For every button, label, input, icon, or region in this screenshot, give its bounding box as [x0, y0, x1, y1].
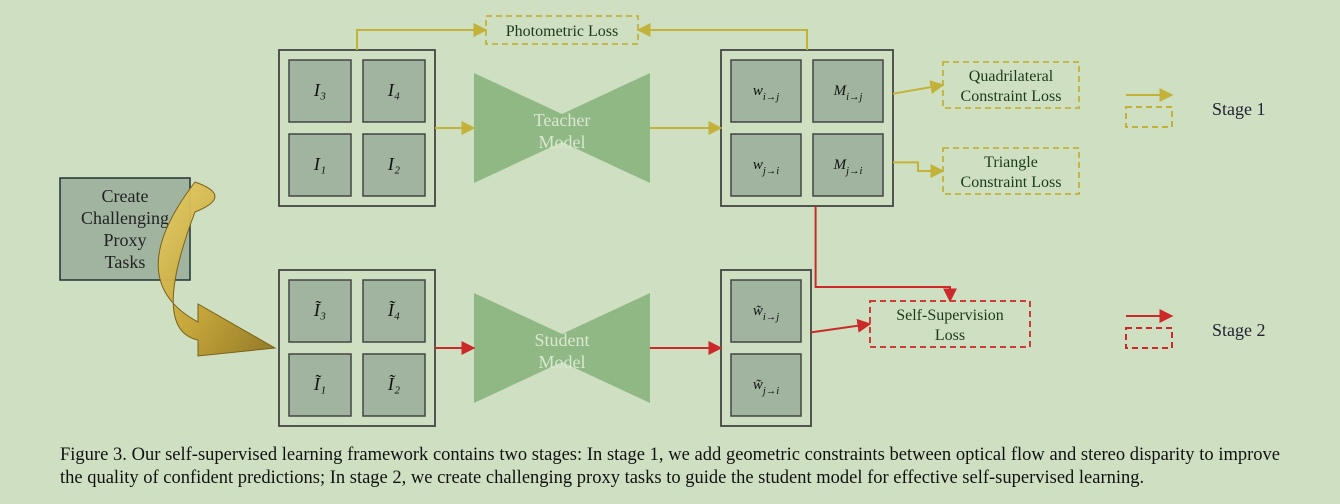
svg-text:Ĩ₃: Ĩ₃	[313, 300, 326, 320]
svg-text:I₃: I₃	[313, 80, 326, 100]
svg-text:Self-Supervision: Self-Supervision	[896, 307, 1004, 324]
svg-text:Ĩ₂: Ĩ₂	[387, 374, 400, 394]
figure-caption: Figure 3. Our self-supervised learning f…	[60, 444, 1280, 504]
legend-label: Stage 1	[1212, 99, 1266, 119]
svg-text:Ĩ₄: Ĩ₄	[387, 300, 400, 320]
svg-text:I₄: I₄	[387, 80, 400, 100]
svg-text:Teacher: Teacher	[534, 110, 591, 130]
svg-text:Model: Model	[539, 132, 586, 152]
svg-text:Quadrilateral: Quadrilateral	[969, 68, 1054, 85]
svg-text:Constraint Loss: Constraint Loss	[961, 88, 1062, 105]
proxy-tasks-text: Tasks	[105, 252, 146, 272]
proxy-tasks-text: Create	[102, 186, 149, 206]
canvas-bg	[0, 0, 1340, 504]
svg-text:Model: Model	[539, 352, 586, 372]
svg-text:Constraint Loss: Constraint Loss	[961, 174, 1062, 191]
svg-text:Triangle: Triangle	[984, 154, 1038, 171]
svg-text:Student: Student	[534, 330, 589, 350]
svg-text:I₂: I₂	[387, 154, 400, 174]
svg-text:Ĩ₁: Ĩ₁	[313, 374, 326, 394]
legend-label: Stage 2	[1212, 320, 1266, 340]
svg-text:Loss: Loss	[935, 327, 965, 344]
svg-text:I₁: I₁	[313, 154, 326, 174]
proxy-tasks-text: Proxy	[103, 230, 146, 250]
proxy-tasks-text: Challenging	[81, 208, 169, 228]
svg-text:Photometric Loss: Photometric Loss	[506, 23, 618, 40]
